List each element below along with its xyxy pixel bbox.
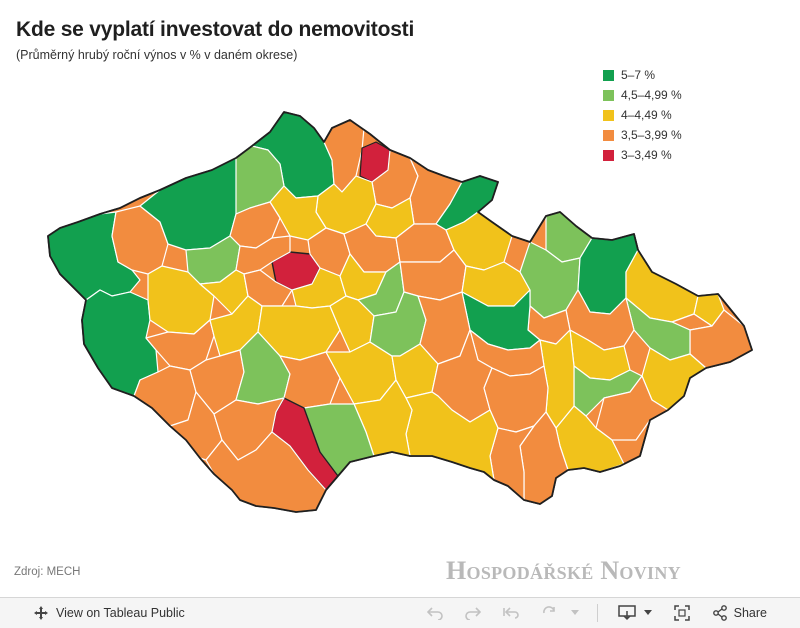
legend-item: 4,5–4,99 %: [603, 85, 682, 105]
source-note: Zdroj: MECH: [14, 566, 81, 578]
download-icon[interactable]: [617, 605, 636, 621]
legend: 5–7 % 4,5–4,99 % 4–4,49 % 3,5–3,99 % 3–3,49 …: [603, 65, 682, 165]
dropdown-icon[interactable]: [570, 610, 579, 616]
legend-item: 4–4,49 %: [603, 105, 682, 125]
legend-label: 5–7 %: [621, 68, 656, 82]
page-subtitle: (Průměrný hrubý roční výnos v % v daném …: [16, 48, 298, 62]
page-title: Kde se vyplatí investovat do nemovitosti: [16, 18, 415, 41]
legend-swatch: [603, 69, 614, 81]
share-label: Share: [733, 606, 767, 620]
download-dropdown-icon[interactable]: [643, 610, 652, 616]
district-orange-plzen-north: [145, 319, 215, 371]
tableau-toolbar: View on Tableau Public: [0, 597, 800, 628]
redo-icon[interactable]: [464, 606, 481, 620]
legend-label: 4–4,49 %: [621, 108, 672, 122]
undo-icon[interactable]: [426, 606, 443, 620]
legend-label: 4,5–4,99 %: [621, 88, 682, 102]
share-button[interactable]: Share: [712, 605, 767, 621]
toolbar-divider: [596, 604, 598, 622]
legend-swatch: [603, 109, 614, 121]
legend-item: 3–3,49 %: [603, 145, 682, 165]
view-on-tableau-link[interactable]: View on Tableau Public: [34, 606, 185, 620]
brand-logo: Hospodářské Noviny: [446, 556, 681, 585]
share-icon: [712, 605, 728, 621]
legend-label: 3,5–3,99 %: [621, 128, 682, 142]
legend-swatch: [603, 89, 614, 101]
legend-swatch: [603, 129, 614, 141]
legend-swatch: [603, 149, 614, 161]
revert-icon[interactable]: [502, 606, 519, 620]
legend-item: 5–7 %: [603, 65, 682, 85]
view-on-tableau-label: View on Tableau Public: [56, 606, 185, 620]
czech-districts-map: [47, 111, 753, 513]
fullscreen-icon[interactable]: [673, 605, 690, 621]
refresh-icon[interactable]: [541, 606, 557, 620]
expand-icon: [34, 606, 48, 620]
legend-item: 3,5–3,99 %: [603, 125, 682, 145]
legend-label: 3–3,49 %: [621, 148, 672, 162]
